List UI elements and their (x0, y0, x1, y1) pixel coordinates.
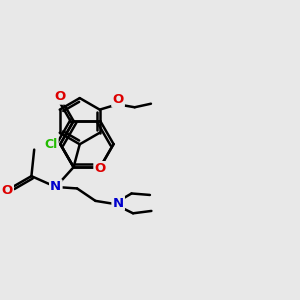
Text: Cl: Cl (44, 138, 57, 151)
Text: N: N (50, 181, 61, 194)
Text: N: N (113, 197, 124, 210)
Text: O: O (54, 90, 65, 104)
Text: O: O (94, 162, 106, 175)
Text: N: N (50, 181, 61, 194)
Text: O: O (2, 184, 13, 196)
Text: O: O (54, 90, 65, 104)
Text: O: O (94, 162, 106, 175)
Text: O: O (2, 184, 13, 196)
Text: O: O (112, 93, 124, 106)
Text: Cl: Cl (44, 138, 57, 151)
Text: O: O (112, 93, 124, 106)
Text: N: N (113, 197, 124, 210)
